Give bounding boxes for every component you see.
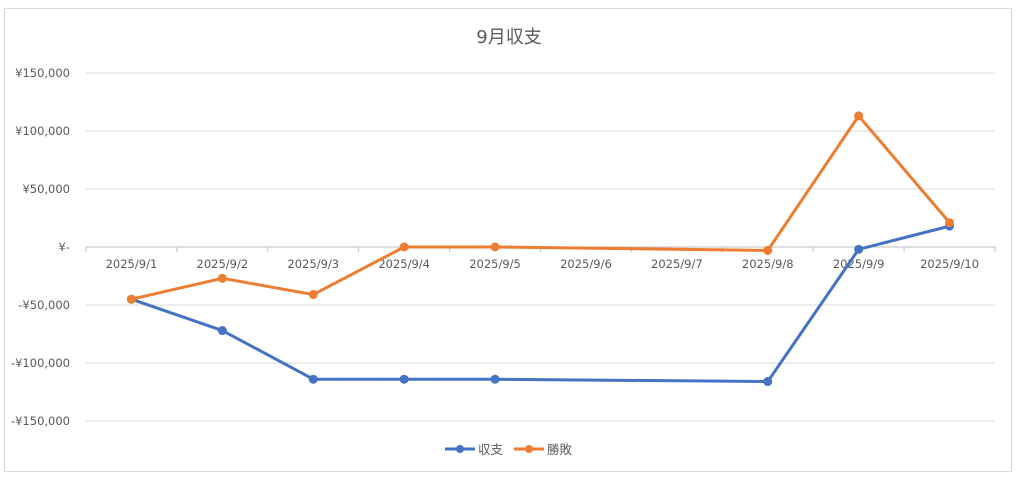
y-tick-label: -¥100,000 (11, 356, 70, 370)
data-point (763, 377, 773, 387)
x-tick-label: 2025/9/8 (742, 257, 794, 271)
data-point (217, 273, 227, 283)
data-point (854, 111, 864, 121)
data-point (399, 242, 409, 252)
x-tick-label: 2025/9/10 (920, 257, 979, 271)
gridlines (86, 72, 995, 422)
data-point (763, 245, 773, 255)
x-tick-label: 2025/9/1 (106, 257, 158, 271)
legend: 収支 勝敗 (445, 442, 573, 457)
y-tick-label: ¥- (59, 240, 70, 254)
data-point (854, 244, 864, 254)
series-line-2 (129, 114, 952, 301)
x-tick-label: 2025/9/5 (469, 257, 521, 271)
chart-area (4, 8, 1012, 472)
x-tick-label: 2025/9/9 (833, 257, 885, 271)
x-tick-label: 2025/9/6 (560, 257, 612, 271)
data-point (399, 374, 409, 384)
y-tick-label: -¥50,000 (18, 298, 70, 312)
legend-swatch-marker (525, 445, 533, 453)
series-line-1 (129, 224, 952, 384)
legend-label: 収支 (478, 442, 504, 457)
chart-title: 9月収支 (476, 27, 541, 48)
x-tick-label: 2025/9/4 (378, 257, 430, 271)
series-group (126, 111, 955, 387)
y-tick-label: ¥150,000 (15, 66, 70, 80)
legend-label: 勝敗 (547, 442, 573, 457)
data-point (490, 242, 500, 252)
x-tick-label: 2025/9/2 (197, 257, 249, 271)
y-tick-label: -¥150,000 (11, 414, 70, 428)
x-tick-label: 2025/9/3 (287, 257, 339, 271)
data-point (217, 326, 227, 336)
data-point (490, 374, 500, 384)
y-axis-ticks: ¥150,000 ¥100,000 ¥50,000 ¥- -¥50,000 -¥100,0… (11, 66, 70, 428)
data-point (308, 374, 318, 384)
data-point (308, 290, 318, 300)
x-tick-label: 2025/9/7 (651, 257, 703, 271)
data-point (126, 294, 136, 304)
data-point (945, 218, 955, 228)
y-tick-label: ¥50,000 (22, 182, 70, 196)
y-tick-label: ¥100,000 (15, 124, 70, 138)
legend-swatch-marker (456, 445, 464, 453)
